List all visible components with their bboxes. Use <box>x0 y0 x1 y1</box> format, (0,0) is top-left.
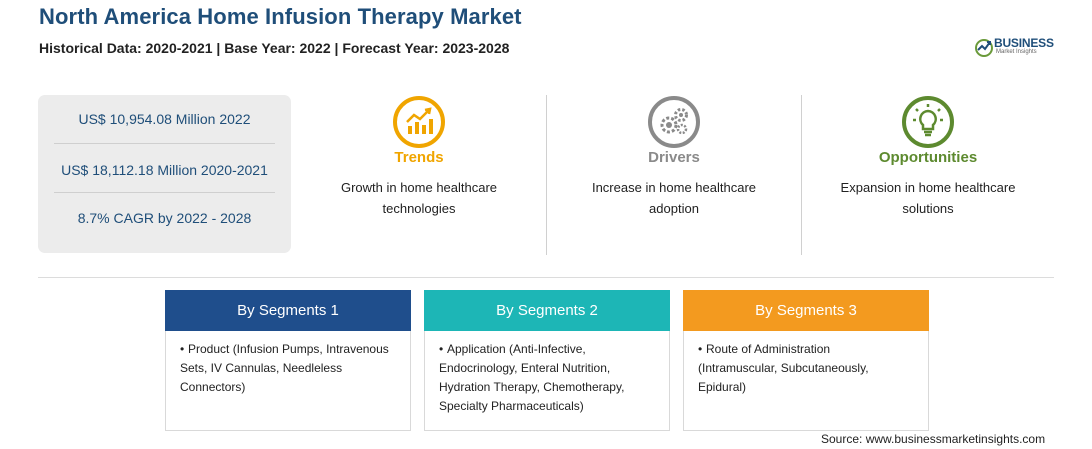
feature-text-opportunities: Expansion in home healthcare solutions <box>823 177 1033 219</box>
segment-card-2: By Segments 2 • Application (Anti-Infecti… <box>424 290 670 431</box>
feature-text-line: technologies <box>382 201 456 216</box>
brand-logo: BUSINESS Market Insights <box>974 36 1058 58</box>
feature-text-line: solutions <box>902 201 954 216</box>
stat-cagr: 8.7% CAGR by 2022 - 2028 <box>77 210 252 226</box>
feature-text-trends: Growth in home healthcare technologies <box>314 177 524 219</box>
feature-text-line: Growth in home healthcare <box>340 180 498 195</box>
feature-text-line: Increase in home healthcare <box>591 180 757 195</box>
segment-body-1: • Product (Infusion Pumps, Intravenous Se… <box>180 340 406 397</box>
segment-bullet-line: • Route of Administration <box>698 340 924 359</box>
bullet-icon: • <box>180 342 185 356</box>
gears-icon <box>648 96 700 148</box>
segment-line: Hydration Therapy, Chemotherapy, <box>439 380 625 394</box>
feature-text-line: adoption <box>649 201 699 216</box>
segment-text: Product (Infusion Pumps, Intravenous <box>188 342 389 356</box>
lightbulb-icon <box>902 96 954 148</box>
stat-market-size-historical: US$ 18,112.18 Million 2020-2021 <box>61 162 268 178</box>
segment-header-2: By Segments 2 <box>424 290 670 331</box>
segment-text: Application (Anti-Infective, <box>447 342 586 356</box>
stats-panel: US$ 10,954.08 Million 2022 US$ 18,112.18… <box>38 95 291 253</box>
segment-line: Sets, IV Cannulas, Needleless <box>180 361 343 375</box>
stat-divider <box>54 143 275 144</box>
segment-body-3: • Route of Administration (Intramuscular,… <box>698 340 924 397</box>
stat-divider <box>54 192 275 193</box>
logo-name: BUSINESS <box>994 36 1054 50</box>
feature-title-opportunities: Opportunities <box>878 149 978 166</box>
segment-header-3: By Segments 3 <box>683 290 929 331</box>
segment-line: Specialty Pharmaceuticals) <box>439 399 584 413</box>
logo-tagline: Market Insights <box>996 49 1037 55</box>
column-divider <box>546 95 547 255</box>
segment-card-3: By Segments 3 • Route of Administration (… <box>683 290 929 431</box>
section-divider <box>38 277 1054 278</box>
page-subtitle: Historical Data: 2020-2021 | Base Year: … <box>39 40 510 56</box>
segment-line: Endocrinology, Enteral Nutrition, <box>439 361 611 375</box>
stat-market-size-2022: US$ 10,954.08 Million 2022 <box>78 111 251 127</box>
segment-line: Epidural) <box>698 380 747 394</box>
feature-title-trends: Trends <box>394 149 444 166</box>
segment-bullet-line: • Product (Infusion Pumps, Intravenous <box>180 340 406 359</box>
page-title: North America Home Infusion Therapy Mark… <box>39 4 522 29</box>
segment-line: Connectors) <box>180 380 246 394</box>
segment-header-1: By Segments 1 <box>165 290 411 331</box>
segment-line: (Intramuscular, Subcutaneously, <box>698 361 869 375</box>
bullet-icon: • <box>698 342 703 356</box>
segment-bullet-line: • Application (Anti-Infective, <box>439 340 665 359</box>
feature-title-drivers: Drivers <box>648 149 700 166</box>
segment-text: Route of Administration <box>706 342 831 356</box>
source-note: Source: www.businessmarketinsights.com <box>821 432 1046 446</box>
segment-card-1: By Segments 1 • Product (Infusion Pumps, … <box>165 290 411 431</box>
segment-body-2: • Application (Anti-Infective, Endocrinol… <box>439 340 665 416</box>
column-divider <box>801 95 802 255</box>
bullet-icon: • <box>439 342 444 356</box>
feature-text-drivers: Increase in home healthcare adoption <box>569 177 779 219</box>
feature-text-line: Expansion in home healthcare <box>840 180 1016 195</box>
trend-chart-icon <box>393 96 445 148</box>
logo-globe-icon <box>975 39 993 57</box>
